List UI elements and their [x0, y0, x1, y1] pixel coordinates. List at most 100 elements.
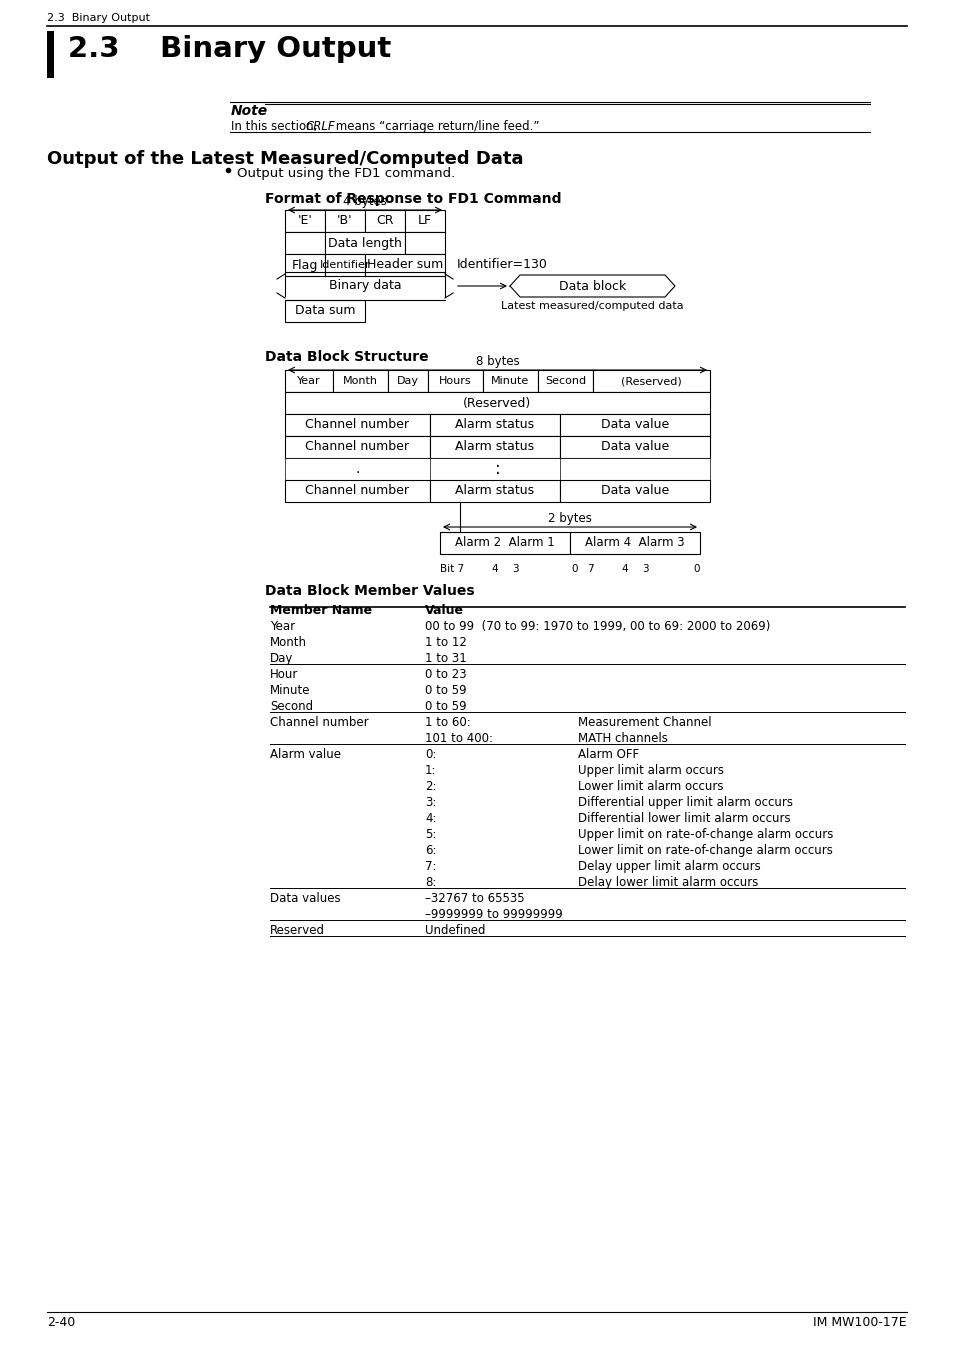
Text: Header sum: Header sum: [367, 258, 442, 271]
Bar: [325, 232, 405, 254]
Text: 4: 4: [491, 564, 497, 574]
Text: Data values: Data values: [270, 892, 340, 904]
Text: Second: Second: [544, 377, 585, 386]
Text: Year: Year: [270, 620, 294, 633]
Text: means “carriage return/line feed.”: means “carriage return/line feed.”: [332, 120, 539, 134]
Text: Alarm 4  Alarm 3: Alarm 4 Alarm 3: [584, 536, 684, 549]
Text: LF: LF: [417, 215, 432, 228]
Text: Data Block Member Values: Data Block Member Values: [265, 585, 475, 598]
Text: Delay upper limit alarm occurs: Delay upper limit alarm occurs: [578, 860, 760, 873]
Text: Data value: Data value: [600, 440, 668, 454]
Text: Day: Day: [396, 377, 418, 386]
Text: MATH channels: MATH channels: [578, 732, 667, 745]
Text: 3:: 3:: [424, 796, 436, 809]
Bar: [430, 481, 559, 502]
Text: Channel number: Channel number: [305, 418, 409, 432]
Text: Delay lower limit alarm occurs: Delay lower limit alarm occurs: [578, 876, 758, 890]
Text: 1 to 31: 1 to 31: [424, 652, 466, 666]
Bar: [388, 370, 428, 392]
Text: 0: 0: [693, 564, 700, 574]
Text: 00 to 99  (70 to 99: 1970 to 1999, 00 to 69: 2000 to 2069): 00 to 99 (70 to 99: 1970 to 1999, 00 to …: [424, 620, 770, 633]
Text: Upper limit on rate-of-change alarm occurs: Upper limit on rate-of-change alarm occu…: [578, 828, 833, 841]
Bar: [285, 254, 325, 275]
Text: 1 to 60:: 1 to 60:: [424, 716, 470, 729]
Text: Minute: Minute: [270, 684, 310, 697]
Text: 1:: 1:: [424, 764, 436, 778]
Text: 101 to 400:: 101 to 400:: [424, 732, 493, 745]
Text: Lower limit alarm occurs: Lower limit alarm occurs: [578, 780, 722, 792]
Text: Value: Value: [424, 603, 463, 617]
Text: Alarm OFF: Alarm OFF: [578, 748, 639, 761]
Bar: [333, 370, 388, 392]
Text: Reserved: Reserved: [270, 923, 325, 937]
Bar: [285, 370, 333, 392]
Text: Alarm 2  Alarm 1: Alarm 2 Alarm 1: [455, 536, 555, 549]
Text: Alarm status: Alarm status: [455, 440, 534, 454]
Text: 1 to 12: 1 to 12: [424, 636, 466, 649]
Text: Day: Day: [270, 652, 294, 666]
Text: Alarm value: Alarm value: [270, 748, 340, 761]
Text: 7: 7: [586, 564, 593, 574]
Bar: [593, 370, 709, 392]
Text: –32767 to 65535: –32767 to 65535: [424, 892, 524, 904]
Text: –9999999 to 99999999: –9999999 to 99999999: [424, 909, 562, 921]
Bar: [325, 254, 365, 275]
Text: 3: 3: [511, 564, 517, 574]
Text: Year: Year: [297, 377, 320, 386]
Text: 7:: 7:: [424, 860, 436, 873]
Text: Channel number: Channel number: [305, 440, 409, 454]
Bar: [285, 481, 430, 502]
Bar: [428, 370, 482, 392]
Bar: [285, 300, 365, 323]
Text: Bit 7: Bit 7: [439, 564, 464, 574]
Text: 4 bytes: 4 bytes: [343, 194, 387, 208]
Text: Differential lower limit alarm occurs: Differential lower limit alarm occurs: [578, 811, 790, 825]
Text: 2.3    Binary Output: 2.3 Binary Output: [68, 35, 391, 63]
Bar: [405, 232, 444, 254]
Text: Identifier=130: Identifier=130: [456, 258, 547, 271]
Bar: [559, 436, 709, 458]
Bar: [537, 370, 593, 392]
Text: 0 to 23: 0 to 23: [424, 668, 466, 680]
Text: (Reserved): (Reserved): [620, 377, 681, 386]
Text: Data value: Data value: [600, 418, 668, 432]
Text: 'B': 'B': [336, 215, 353, 228]
Text: Lower limit on rate-of-change alarm occurs: Lower limit on rate-of-change alarm occu…: [578, 844, 832, 857]
Text: 2:: 2:: [424, 780, 436, 792]
Text: Member Name: Member Name: [270, 603, 372, 617]
Bar: [405, 211, 444, 232]
Text: 2.3  Binary Output: 2.3 Binary Output: [47, 14, 150, 23]
Bar: [365, 254, 444, 275]
Text: Data Block Structure: Data Block Structure: [265, 350, 428, 365]
Bar: [482, 370, 537, 392]
Text: 0: 0: [571, 564, 578, 574]
Bar: [285, 211, 325, 232]
Text: Channel number: Channel number: [305, 485, 409, 498]
Text: .: .: [355, 462, 359, 477]
Text: Alarm status: Alarm status: [455, 418, 534, 432]
Text: CRLF: CRLF: [306, 120, 335, 134]
Text: 0:: 0:: [424, 748, 436, 761]
Bar: [325, 211, 365, 232]
Text: Identifier: Identifier: [319, 261, 370, 270]
Text: Data sum: Data sum: [294, 305, 355, 317]
Bar: [430, 436, 559, 458]
Text: 5:: 5:: [424, 828, 436, 841]
Text: Latest measured/computed data: Latest measured/computed data: [500, 301, 683, 310]
Text: Month: Month: [343, 377, 377, 386]
Bar: [285, 232, 325, 254]
Text: Second: Second: [270, 701, 313, 713]
Bar: [285, 414, 430, 436]
Text: 6:: 6:: [424, 844, 436, 857]
Text: Measurement Channel: Measurement Channel: [578, 716, 711, 729]
Bar: [365, 211, 405, 232]
Text: 0 to 59: 0 to 59: [424, 684, 466, 697]
Bar: [439, 532, 569, 553]
Bar: [559, 481, 709, 502]
Text: CR: CR: [375, 215, 394, 228]
Text: 0 to 59: 0 to 59: [424, 701, 466, 713]
Text: Binary data: Binary data: [329, 279, 401, 293]
Text: 8:: 8:: [424, 876, 436, 890]
Text: Differential upper limit alarm occurs: Differential upper limit alarm occurs: [578, 796, 792, 809]
Bar: [285, 458, 709, 481]
